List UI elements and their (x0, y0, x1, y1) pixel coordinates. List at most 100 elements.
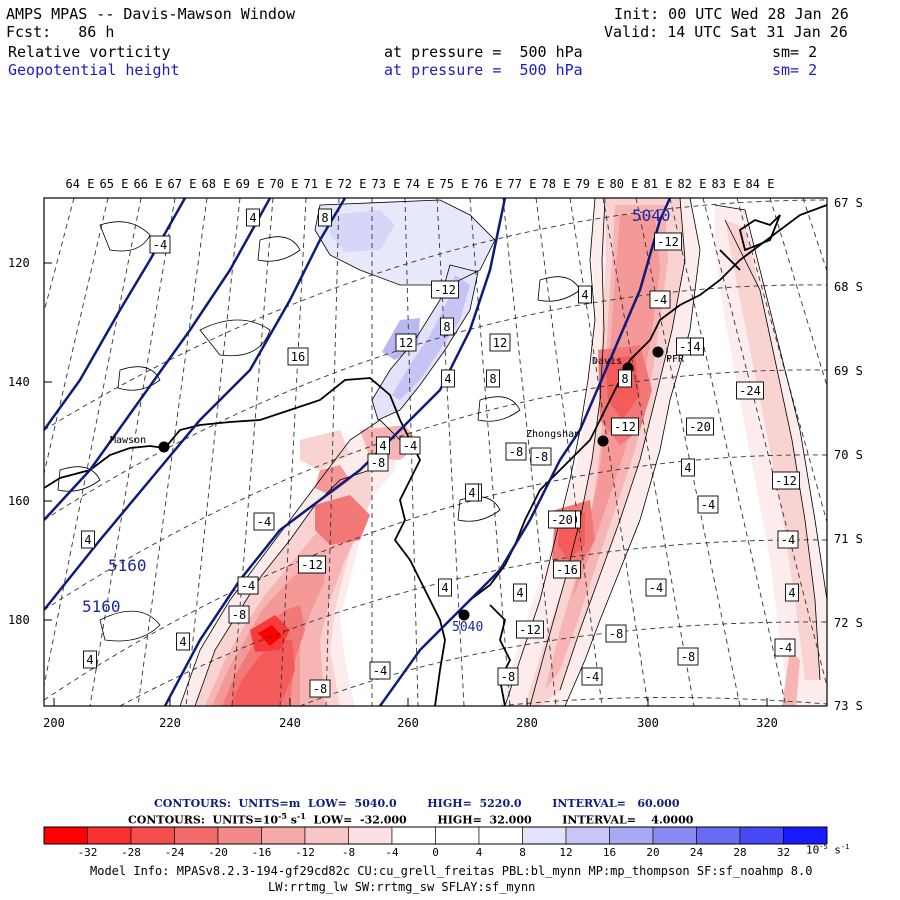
vorticity-label-box (395, 333, 417, 352)
vorticity-label-text: 4 (441, 581, 448, 595)
vorticity-label-box (690, 337, 704, 356)
vorticity-label-box (654, 232, 682, 251)
field1-smoothing: sm= 2 (772, 43, 818, 61)
vorticity-label-text: -12 (301, 558, 323, 572)
vorticity-label: 4 (438, 578, 452, 597)
valid-time: Valid: 14 UTC Sat 31 Jan 26 (604, 23, 848, 41)
colorbar-swatch (348, 826, 393, 845)
map-title: AMPS MPAS -- Davis-Mawson Window (6, 5, 295, 23)
colorbar-tick-label: -20 (208, 846, 228, 859)
vorticity-label-text: -8 (371, 456, 385, 470)
colorbar-tick-label: 0 (432, 846, 439, 859)
height-label: 5040 (452, 620, 483, 635)
colorbar-swatch (565, 826, 610, 845)
lon-label: 81 E (644, 177, 673, 191)
lon-label: 66 E (134, 177, 163, 191)
station-label-pfr: PFR (666, 354, 685, 365)
lat-label: 71 S (834, 532, 863, 546)
vorticity-label-box (777, 530, 799, 549)
x-tick-label: 320 (756, 716, 778, 730)
lon-label: 83 E (712, 177, 741, 191)
lon-label: 68 E (202, 177, 231, 191)
vorticity-label-text: -24 (739, 384, 761, 398)
vorticity-label-text: -8 (609, 627, 623, 641)
station-labels: Mawson Davis Zhongshan PFR (110, 354, 685, 446)
colorbar-swatch (87, 826, 132, 845)
colorbar-tick-label: 4 (475, 846, 483, 859)
colorbar-frame (43, 826, 828, 845)
vorticity-label-text: 4 (379, 439, 386, 453)
grid-index-labels: 120 140 160 180 200 220 240 260 280 300 … (8, 256, 778, 730)
vorticity-label: 4 (83, 650, 97, 669)
vorticity-label: 4 (513, 583, 527, 602)
vorticity-label: -8 (530, 447, 552, 466)
colorbar-tick-label: -4 (385, 846, 399, 859)
vorticity-label-text: 4 (84, 533, 91, 547)
colorbar-swatch (130, 826, 175, 845)
vorticity-label: -12 (516, 620, 544, 639)
vorticity-label: -8 (309, 679, 331, 698)
vorticity-label: -8 (367, 453, 389, 472)
colorbar-tick-label: -8 (341, 846, 356, 859)
axis-ticks (44, 262, 768, 706)
vorticity-label: -4 (237, 576, 259, 595)
colorbar-tick-label: -16 (251, 846, 272, 859)
y-tick-label: 160 (8, 494, 30, 508)
colorbar-tick-label: 8 (519, 846, 526, 859)
vorticity-label-box (618, 369, 632, 388)
vorticity-label-text: 4 (516, 586, 523, 600)
vorticity-label-text: 12 (493, 336, 507, 350)
vorticity-label-text: 4 (444, 372, 451, 386)
colorbar-swatch (478, 826, 523, 845)
vorticity-label: 8 (318, 208, 332, 227)
height-label: 5160 (108, 556, 147, 575)
vorticity-label-box (611, 417, 639, 436)
vorticity-label-text: 12 (399, 336, 413, 350)
vorticity-label-text: -8 (681, 650, 695, 664)
vorticity-label-text: -4 (649, 581, 663, 595)
vorticity-label: -4 (253, 512, 275, 531)
vorticity-label-text: -16 (556, 563, 578, 577)
colorbar-tick-label: 28 (733, 846, 747, 859)
lon-label: 78 E (542, 177, 571, 191)
vorticity-label-box (548, 510, 576, 529)
field2-smoothing: sm= 2 (772, 61, 818, 79)
vorticity-label-box (516, 620, 544, 639)
colorbar-swatch (174, 826, 219, 845)
x-tick-label: 280 (516, 716, 538, 730)
vorticity-label-box (367, 453, 389, 472)
vorticity-label-text: 4 (693, 340, 700, 354)
vorticity-label: -12 (611, 417, 639, 436)
vorticity-label-text: 4 (86, 653, 93, 667)
vorticity-label: -20 (686, 417, 714, 436)
lat-label: 72 S (834, 616, 863, 630)
lon-label: 65 E (100, 177, 129, 191)
vorticity-label-box (605, 624, 627, 643)
vorticity-label: -4 (645, 578, 667, 597)
vorticity-label-text: 4 (581, 288, 588, 302)
colorbar-swatch (217, 826, 262, 845)
lat-label: 73 S (834, 699, 863, 713)
lon-label: 82 E (678, 177, 707, 191)
colorbar-swatch (696, 826, 741, 845)
lon-label: 79 E (576, 177, 605, 191)
vorticity-label-text: -4 (778, 641, 792, 655)
vorticity-label: 4 (176, 632, 190, 651)
vorticity-label: 4 (578, 285, 592, 304)
lon-label: 77 E (508, 177, 537, 191)
vorticity-label-text: 4 (684, 461, 691, 475)
vorticity-label-text: -8 (232, 608, 246, 622)
colorbar-swatch (522, 826, 567, 845)
lon-label: 76 E (474, 177, 503, 191)
station-label-zhongshan: Zhongshan (526, 429, 580, 440)
vorticity-label-box (399, 436, 421, 455)
vorticity-label-box (489, 333, 511, 352)
vorticity-label-box (253, 512, 275, 531)
vorticity-label-text: 8 (443, 320, 450, 334)
x-tick-label: 260 (397, 716, 419, 730)
colorbar-swatches (43, 826, 828, 845)
vorticity-label-box (772, 471, 800, 490)
vorticity-label: 4 (785, 583, 799, 602)
latitude-labels: 67 S 68 S 69 S 70 S 71 S 72 S 73 S (834, 196, 863, 713)
station-label-davis: Davis (592, 356, 622, 367)
